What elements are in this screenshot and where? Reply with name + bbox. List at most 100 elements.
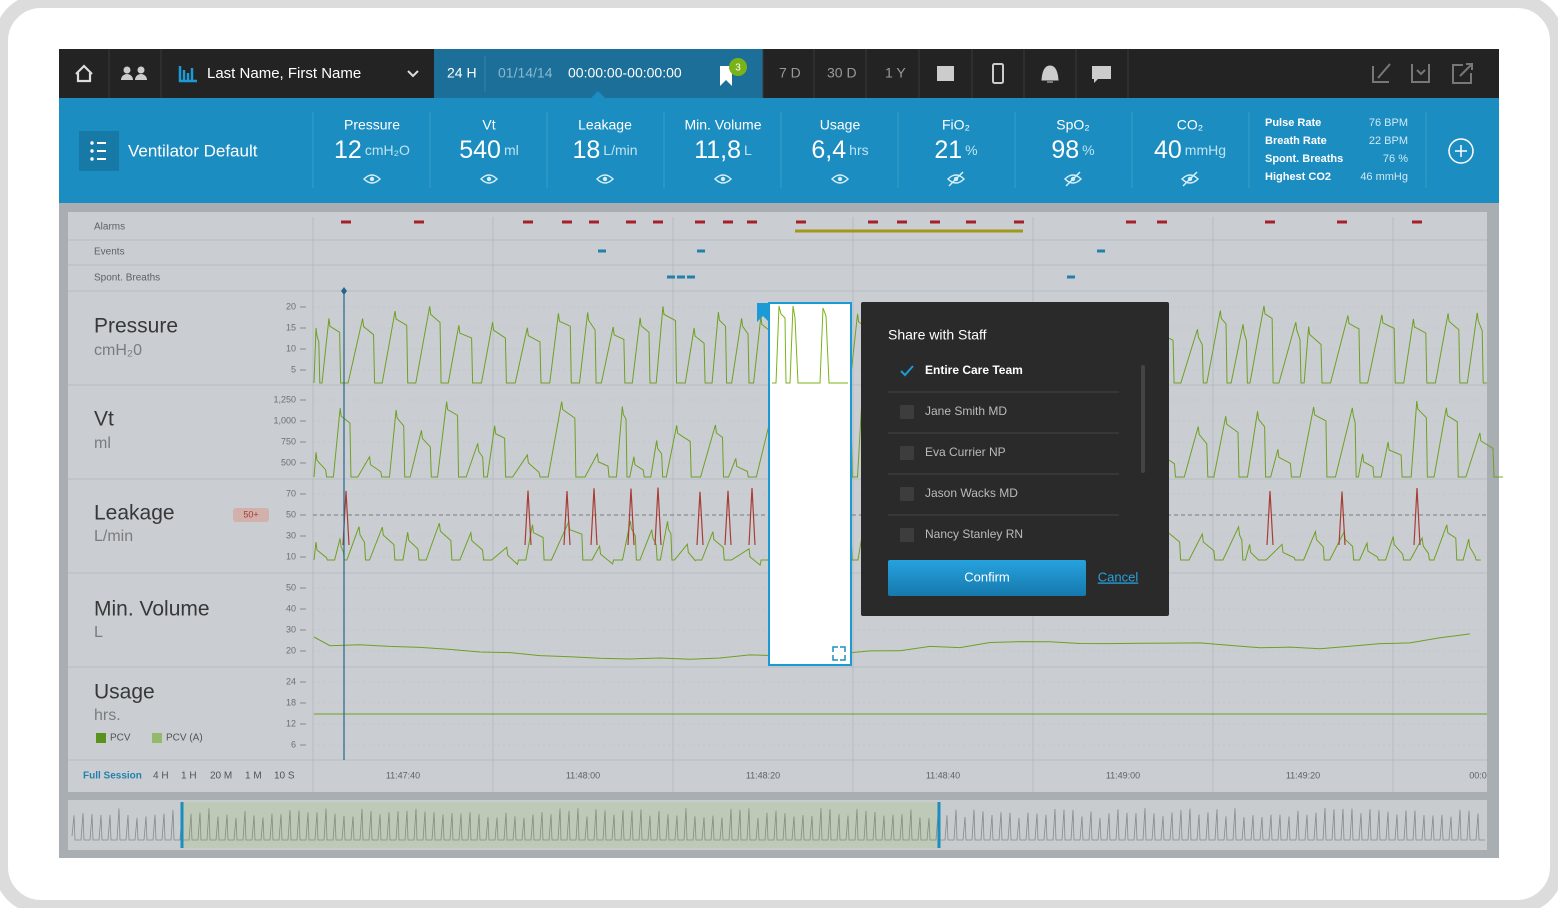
metric-label: Pressure	[344, 117, 400, 133]
checkmark	[900, 365, 914, 377]
metric-value: 11,8 L	[694, 136, 752, 164]
metric-value: 12 cmH₂O	[334, 136, 410, 164]
overview-wave	[71, 807, 1485, 841]
legend-label: PCV	[110, 733, 131, 744]
calendar-icon[interactable]	[937, 66, 954, 81]
tick-label: 70	[286, 488, 296, 498]
metric-value: 6,4 hrs	[811, 136, 868, 164]
tick-label: 20	[286, 301, 296, 311]
zoom-button[interactable]: Full Session	[83, 771, 142, 782]
cancel-link[interactable]: Cancel	[1098, 569, 1139, 584]
metric-number: 40	[1154, 136, 1182, 164]
range-button[interactable]: 30 D	[827, 65, 857, 81]
stat-label: Pulse Rate	[1265, 117, 1321, 129]
chart-label: Leakage	[94, 502, 175, 525]
metric-unit: mmHg	[1185, 142, 1226, 158]
eye-slash	[948, 171, 964, 187]
time-segment	[434, 49, 763, 99]
leak-spike	[696, 491, 704, 546]
note-icon[interactable]	[1372, 63, 1391, 83]
tick-label: 20	[286, 645, 296, 655]
checkbox[interactable]	[900, 446, 914, 460]
metrics-bar	[59, 98, 1499, 203]
metric-number: 98	[1051, 136, 1079, 164]
eye-icon[interactable]	[595, 174, 615, 184]
staff-option[interactable]: Nancy Stanley RN	[925, 527, 1023, 541]
add-button[interactable]	[1448, 138, 1474, 164]
tick-label: 30	[286, 624, 296, 634]
metric-label: FiO₂	[942, 117, 970, 133]
tick-label: 10	[286, 343, 296, 353]
export-icon[interactable]	[1452, 63, 1473, 84]
metric-number: 21	[934, 136, 962, 164]
chart-icon	[178, 66, 197, 83]
leak-marker: 50+	[243, 509, 258, 519]
eye-icon[interactable]	[479, 174, 499, 184]
confirm-button[interactable]	[888, 560, 1086, 596]
confirm-label[interactable]: Confirm	[964, 569, 1010, 584]
chevron[interactable]	[407, 70, 419, 78]
time-label: 11:49:20	[1286, 770, 1320, 780]
zoom-button[interactable]: 4 H	[153, 771, 169, 782]
metric-value: 40 mmHg	[1154, 136, 1226, 164]
staff-option[interactable]: Eva Currier NP	[925, 445, 1006, 459]
time-label: 11:48:40	[926, 770, 960, 780]
metric-unit: L	[744, 142, 752, 158]
checkbox[interactable]	[900, 487, 914, 501]
range-24h[interactable]: 24 H	[447, 65, 477, 81]
chart-label: Pressure	[94, 315, 178, 338]
eye-icon[interactable]	[713, 174, 733, 184]
tick-label: 15	[286, 322, 296, 332]
time-label: 11:49:00	[1106, 770, 1140, 780]
expand-icon[interactable]	[832, 646, 846, 661]
metric-label: Min. Volume	[684, 117, 761, 133]
tick-label: 1,000	[273, 415, 296, 425]
zoom-button[interactable]: 20 M	[210, 771, 232, 782]
chart-unit: L/min	[94, 528, 133, 545]
metric-value: 540 ml	[459, 136, 519, 164]
checkbox[interactable]	[900, 528, 914, 542]
tick-label: 1,250	[273, 394, 296, 404]
zoom-button[interactable]: 10 S	[274, 771, 295, 782]
stat-label: Breath Rate	[1265, 135, 1327, 147]
message-icon[interactable]	[1092, 66, 1111, 83]
eye-slash	[1182, 171, 1198, 187]
home-icon[interactable]	[75, 64, 93, 83]
time-label: 11:47:40	[386, 770, 420, 780]
staff-icon[interactable]	[121, 74, 147, 80]
checkbox[interactable]	[900, 405, 914, 419]
save-icon[interactable]	[1411, 64, 1430, 83]
eye-pupil	[720, 176, 726, 182]
bell-icon[interactable]	[1041, 65, 1059, 83]
staff-option[interactable]: Entire Care Team	[925, 363, 1023, 377]
range-button[interactable]: 7 D	[779, 65, 801, 81]
zoom-button[interactable]: 1 H	[181, 771, 197, 782]
leak-spike	[1413, 487, 1421, 546]
chart-label: Min. Volume	[94, 598, 210, 621]
patient-name[interactable]: Last Name, First Name	[207, 65, 361, 82]
range-button[interactable]: 1 Y	[885, 65, 906, 81]
staff-option[interactable]: Jason Wacks MD	[925, 486, 1018, 500]
leak-marker-bg	[233, 508, 269, 522]
eye-slash	[1065, 171, 1081, 187]
stat-value: 76 %	[1383, 153, 1408, 165]
eye-icon[interactable]	[830, 174, 850, 184]
overview	[68, 800, 1487, 850]
staff-head	[137, 66, 145, 74]
preset-name[interactable]: Ventilator Default	[128, 141, 258, 160]
stat-label: Highest CO2	[1265, 171, 1331, 183]
device-icon[interactable]	[992, 63, 1004, 84]
tick-label: 30	[286, 530, 296, 540]
metric-label: SpO₂	[1056, 117, 1089, 133]
staff-option[interactable]: Jane Smith MD	[925, 404, 1007, 418]
bookmark-icon[interactable]	[720, 66, 732, 86]
eye-icon[interactable]	[362, 174, 382, 184]
eye-pupil	[837, 176, 843, 182]
badge	[729, 58, 747, 76]
staff-head	[123, 66, 131, 74]
zoom-button[interactable]: 1 M	[245, 771, 262, 782]
stat-value: 46 mmHg	[1360, 171, 1408, 183]
tick-label: 24	[286, 676, 296, 686]
